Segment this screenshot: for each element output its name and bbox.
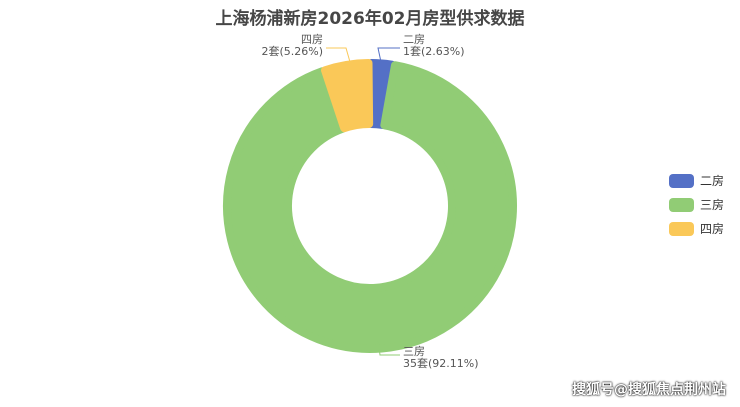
category-label: 三房 bbox=[403, 345, 425, 358]
label-line bbox=[326, 47, 351, 63]
slice-四房[interactable] bbox=[320, 59, 374, 133]
legend-swatch bbox=[669, 173, 694, 188]
legend-item-2[interactable]: 四房 bbox=[669, 220, 724, 237]
data-label: 35套(92.11%) bbox=[403, 357, 479, 370]
data-label: 1套(2.63%) bbox=[403, 45, 465, 58]
category-label: 四房 bbox=[301, 33, 323, 46]
label-line bbox=[377, 47, 400, 63]
legend-label: 二房 bbox=[700, 174, 725, 188]
chart-title: 上海杨浦新房2026年02月房型供求数据 bbox=[215, 9, 525, 29]
category-label: 二房 bbox=[403, 33, 425, 46]
legend-item-0[interactable]: 二房 bbox=[669, 172, 724, 189]
legend-label: 三房 bbox=[700, 198, 725, 212]
data-label: 2套(5.26%) bbox=[261, 45, 323, 58]
legend-swatch bbox=[669, 221, 694, 236]
legend-swatch bbox=[669, 197, 694, 212]
slice-三房[interactable] bbox=[223, 61, 517, 353]
legend-item-1[interactable]: 三房 bbox=[669, 196, 724, 213]
label-line bbox=[377, 339, 400, 356]
legend-label: 四房 bbox=[700, 222, 725, 236]
watermark: 搜狐号@搜狐焦点荆州站 bbox=[572, 382, 726, 398]
